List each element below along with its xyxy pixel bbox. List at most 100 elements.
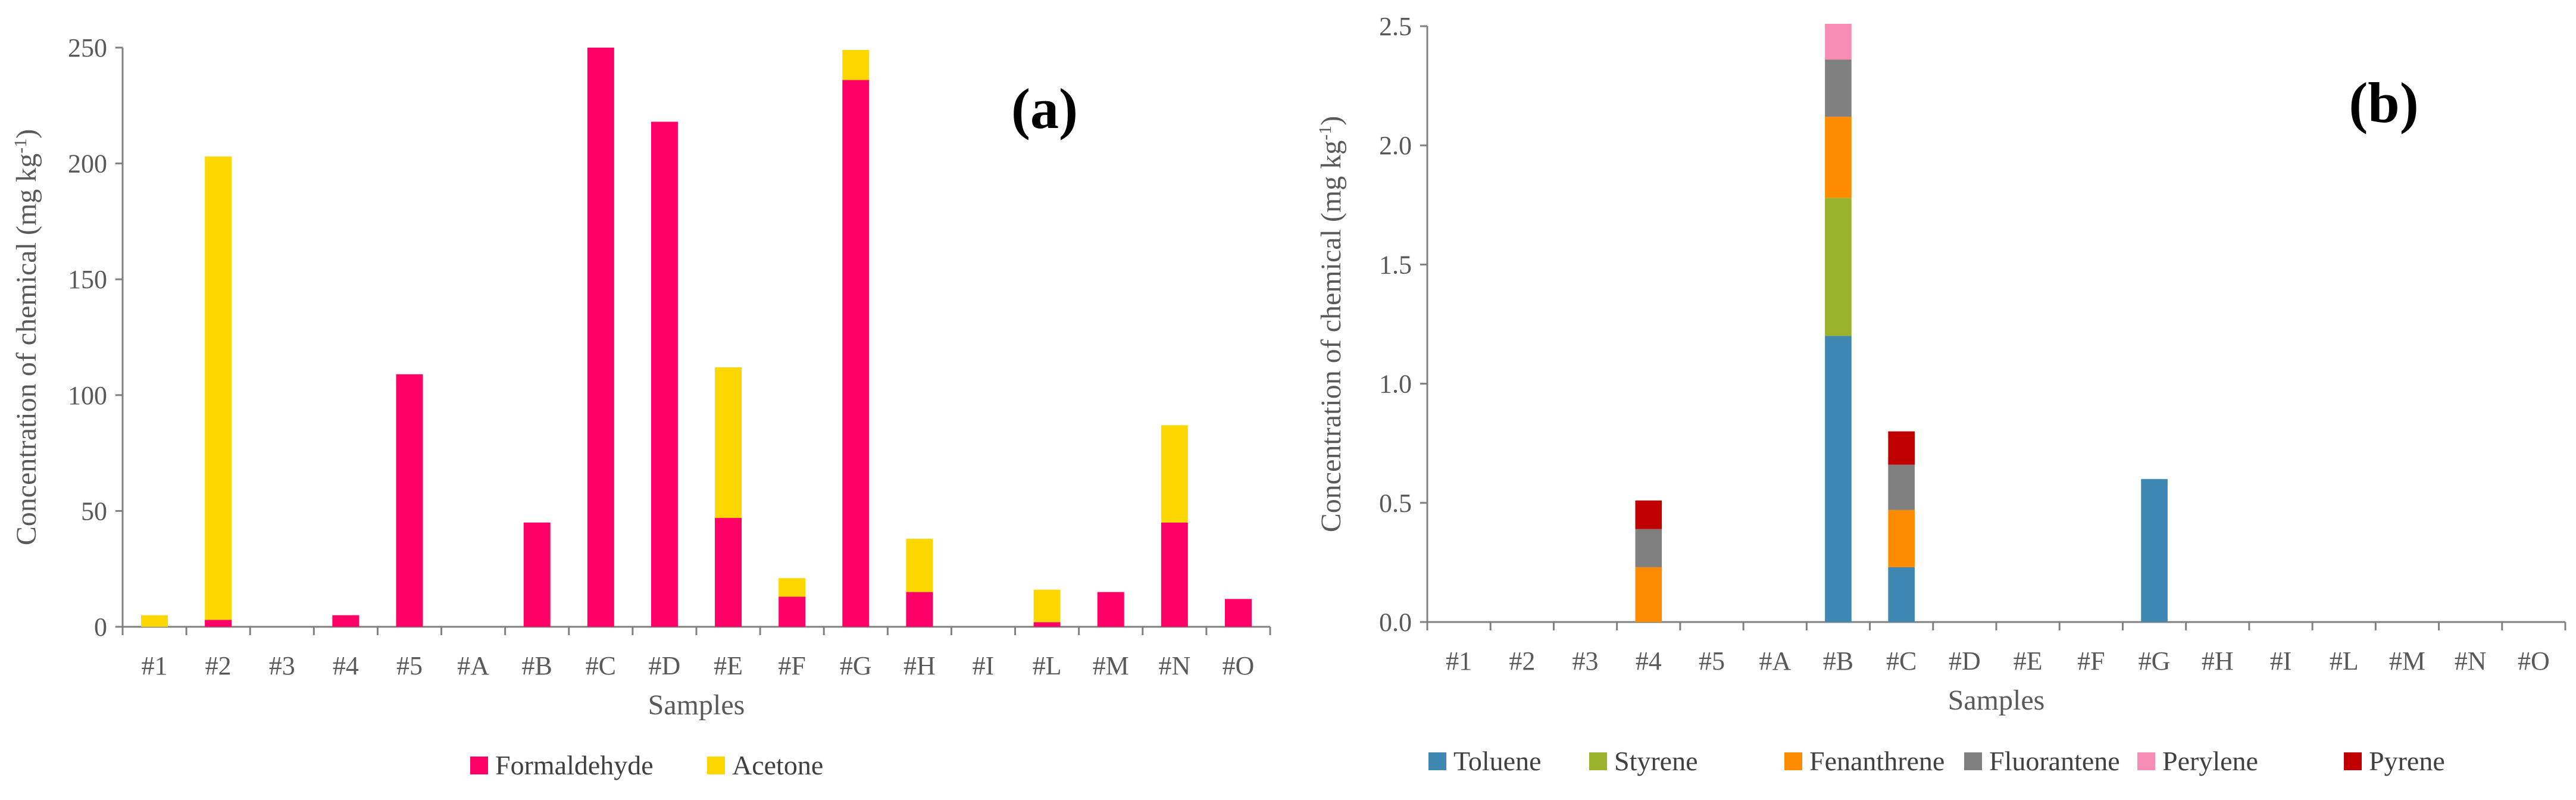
- x-tick-label: #B: [1823, 646, 1853, 676]
- x-axis-title: Samples: [1948, 685, 2045, 716]
- y-axis-title-close: ): [11, 129, 42, 139]
- legend-label-toluene: Toluene: [1453, 746, 1542, 776]
- y-axis-title-text: Concentration of chemical (mg kg: [1315, 140, 1347, 532]
- bar-formaldehyde-H: [906, 592, 933, 627]
- y-tick-label: 200: [68, 149, 107, 179]
- x-tick-label: #M: [2389, 646, 2425, 676]
- x-tick-label: #A: [457, 651, 489, 680]
- legend-label-styrene: Styrene: [1614, 746, 1698, 776]
- y-tick-label: 0.0: [1379, 608, 1412, 637]
- x-tick-label: #B: [522, 651, 552, 680]
- y-tick-label: 2.0: [1379, 131, 1412, 160]
- y-axis-title-text: Concentration of chemical (mg kg: [11, 154, 42, 545]
- x-tick-label: #O: [1223, 651, 1255, 680]
- x-tick-label: #3: [1573, 646, 1599, 676]
- x-tick-label: #4: [1636, 646, 1662, 676]
- x-tick-label: #L: [1033, 651, 1062, 680]
- bar-formaldehyde-G: [842, 80, 870, 627]
- y-tick-label: 1.5: [1379, 250, 1412, 279]
- chart-panel-a: 0 50 100 150 200 250 #1 #2 #3 #4 #5 #A #B #C #D #E #F #G #…: [11, 33, 1271, 780]
- x-tick-label: #I: [2270, 646, 2292, 676]
- bar-styrene-B: [1825, 198, 1852, 336]
- bar-formaldehyde-5: [396, 374, 423, 627]
- x-tick-label: #2: [1509, 646, 1535, 676]
- legend-label-fluorantene: Fluorantene: [1989, 746, 2120, 776]
- x-tick-label: #G: [2139, 646, 2171, 676]
- x-tick-label: #A: [1759, 646, 1791, 676]
- legend-swatch-styrene: [1589, 752, 1607, 770]
- bar-formaldehyde-2: [205, 620, 232, 627]
- y-axis-title-close: ): [1315, 116, 1347, 126]
- x-tick-label: #G: [840, 651, 872, 680]
- x-tick-label: #F: [2077, 646, 2105, 676]
- x-tick-label: #D: [649, 651, 681, 680]
- chart-panel-b: 0.0 0.5 1.0 1.5 2.0 2.5 #1 #2 #3 #4 #5 #A #B #C #D #E #F…: [1315, 12, 2566, 776]
- bar-acetone-2: [205, 156, 232, 620]
- legend-label-formaldehyde: Formaldehyde: [495, 750, 654, 780]
- y-tick-label: 0.5: [1379, 489, 1412, 518]
- y-tick-label: 1.0: [1379, 370, 1412, 399]
- x-tick-label: #O: [2518, 646, 2550, 676]
- x-tick-label: #H: [904, 651, 936, 680]
- bar-fenanthrene-B: [1825, 117, 1852, 198]
- y-tick-label: 250: [68, 33, 107, 62]
- y-tick-label: 0: [94, 612, 107, 642]
- bar-acetone-H: [906, 539, 933, 592]
- legend-swatch-pyrene: [2344, 752, 2362, 770]
- x-axis-title: Samples: [648, 689, 745, 721]
- bar-formaldehyde-B: [523, 522, 551, 627]
- y-tick-label: 2.5: [1379, 12, 1412, 41]
- legend-swatch-formaldehyde: [470, 757, 488, 774]
- legend-swatch-perylene: [2137, 752, 2155, 770]
- x-tick-label: #C: [1886, 646, 1917, 676]
- x-tick-label: #H: [2202, 646, 2234, 676]
- panel-label: (a): [1011, 77, 1078, 140]
- bar-acetone-1: [141, 615, 168, 627]
- bar-acetone-G: [842, 49, 870, 80]
- x-tick-label: #4: [333, 651, 359, 680]
- bar-formaldehyde-C: [587, 48, 614, 627]
- legend-label-acetone: Acetone: [732, 750, 823, 780]
- y-tick-label: 50: [81, 496, 107, 526]
- x-tick-label: #L: [2330, 646, 2359, 676]
- bar-formaldehyde-D: [651, 121, 678, 627]
- bar-formaldehyde-O: [1224, 599, 1252, 627]
- bar-formaldehyde-E: [715, 518, 742, 627]
- legend-swatch-acetone: [707, 757, 725, 774]
- x-tick-label: #5: [396, 651, 423, 680]
- bar-toluene-G: [2141, 479, 2168, 622]
- bar-fluorantene-4: [1635, 529, 1662, 567]
- bar-fluorantene-C: [1888, 464, 1915, 510]
- y-axis-title-superscript: -1: [11, 139, 30, 154]
- x-tick-label: #3: [269, 651, 295, 680]
- x-tick-label: #E: [2014, 646, 2043, 676]
- legend-label-pyrene: Pyrene: [2369, 746, 2445, 776]
- x-tick-label: #D: [1949, 646, 1981, 676]
- bar-fluorantene-B: [1825, 60, 1852, 117]
- bar-toluene-B: [1825, 336, 1852, 622]
- x-tick-label: #1: [142, 651, 168, 680]
- x-tick-label: #E: [714, 651, 743, 680]
- y-axis-title: Concentration of chemical (mg kg-1): [1315, 116, 1348, 532]
- legend-swatch-fenanthrene: [1784, 752, 1802, 770]
- panel-label: (b): [2349, 71, 2418, 135]
- legend-swatch-fluorantene: [1964, 752, 1982, 770]
- bar-fenanthrene-4: [1635, 567, 1662, 622]
- bar-formaldehyde-L: [1033, 622, 1061, 627]
- x-tick-label: #N: [1158, 651, 1190, 680]
- bar-acetone-E: [715, 367, 742, 518]
- x-tick-label: #1: [1446, 646, 1472, 676]
- bar-formaldehyde-F: [779, 596, 806, 627]
- y-axis-title-superscript: -1: [1315, 126, 1335, 140]
- legend-label-fenanthrene: Fenanthrene: [1809, 746, 1944, 776]
- bar-toluene-C: [1888, 567, 1915, 622]
- x-tick-label: #N: [2455, 646, 2487, 676]
- x-tick-label: #C: [586, 651, 616, 680]
- y-tick-label: 100: [68, 381, 107, 410]
- bar-acetone-L: [1033, 589, 1061, 623]
- x-tick-label: #F: [778, 651, 805, 680]
- bar-acetone-N: [1161, 425, 1188, 523]
- x-tick-label: #I: [973, 651, 995, 680]
- y-tick-label: 150: [68, 265, 107, 294]
